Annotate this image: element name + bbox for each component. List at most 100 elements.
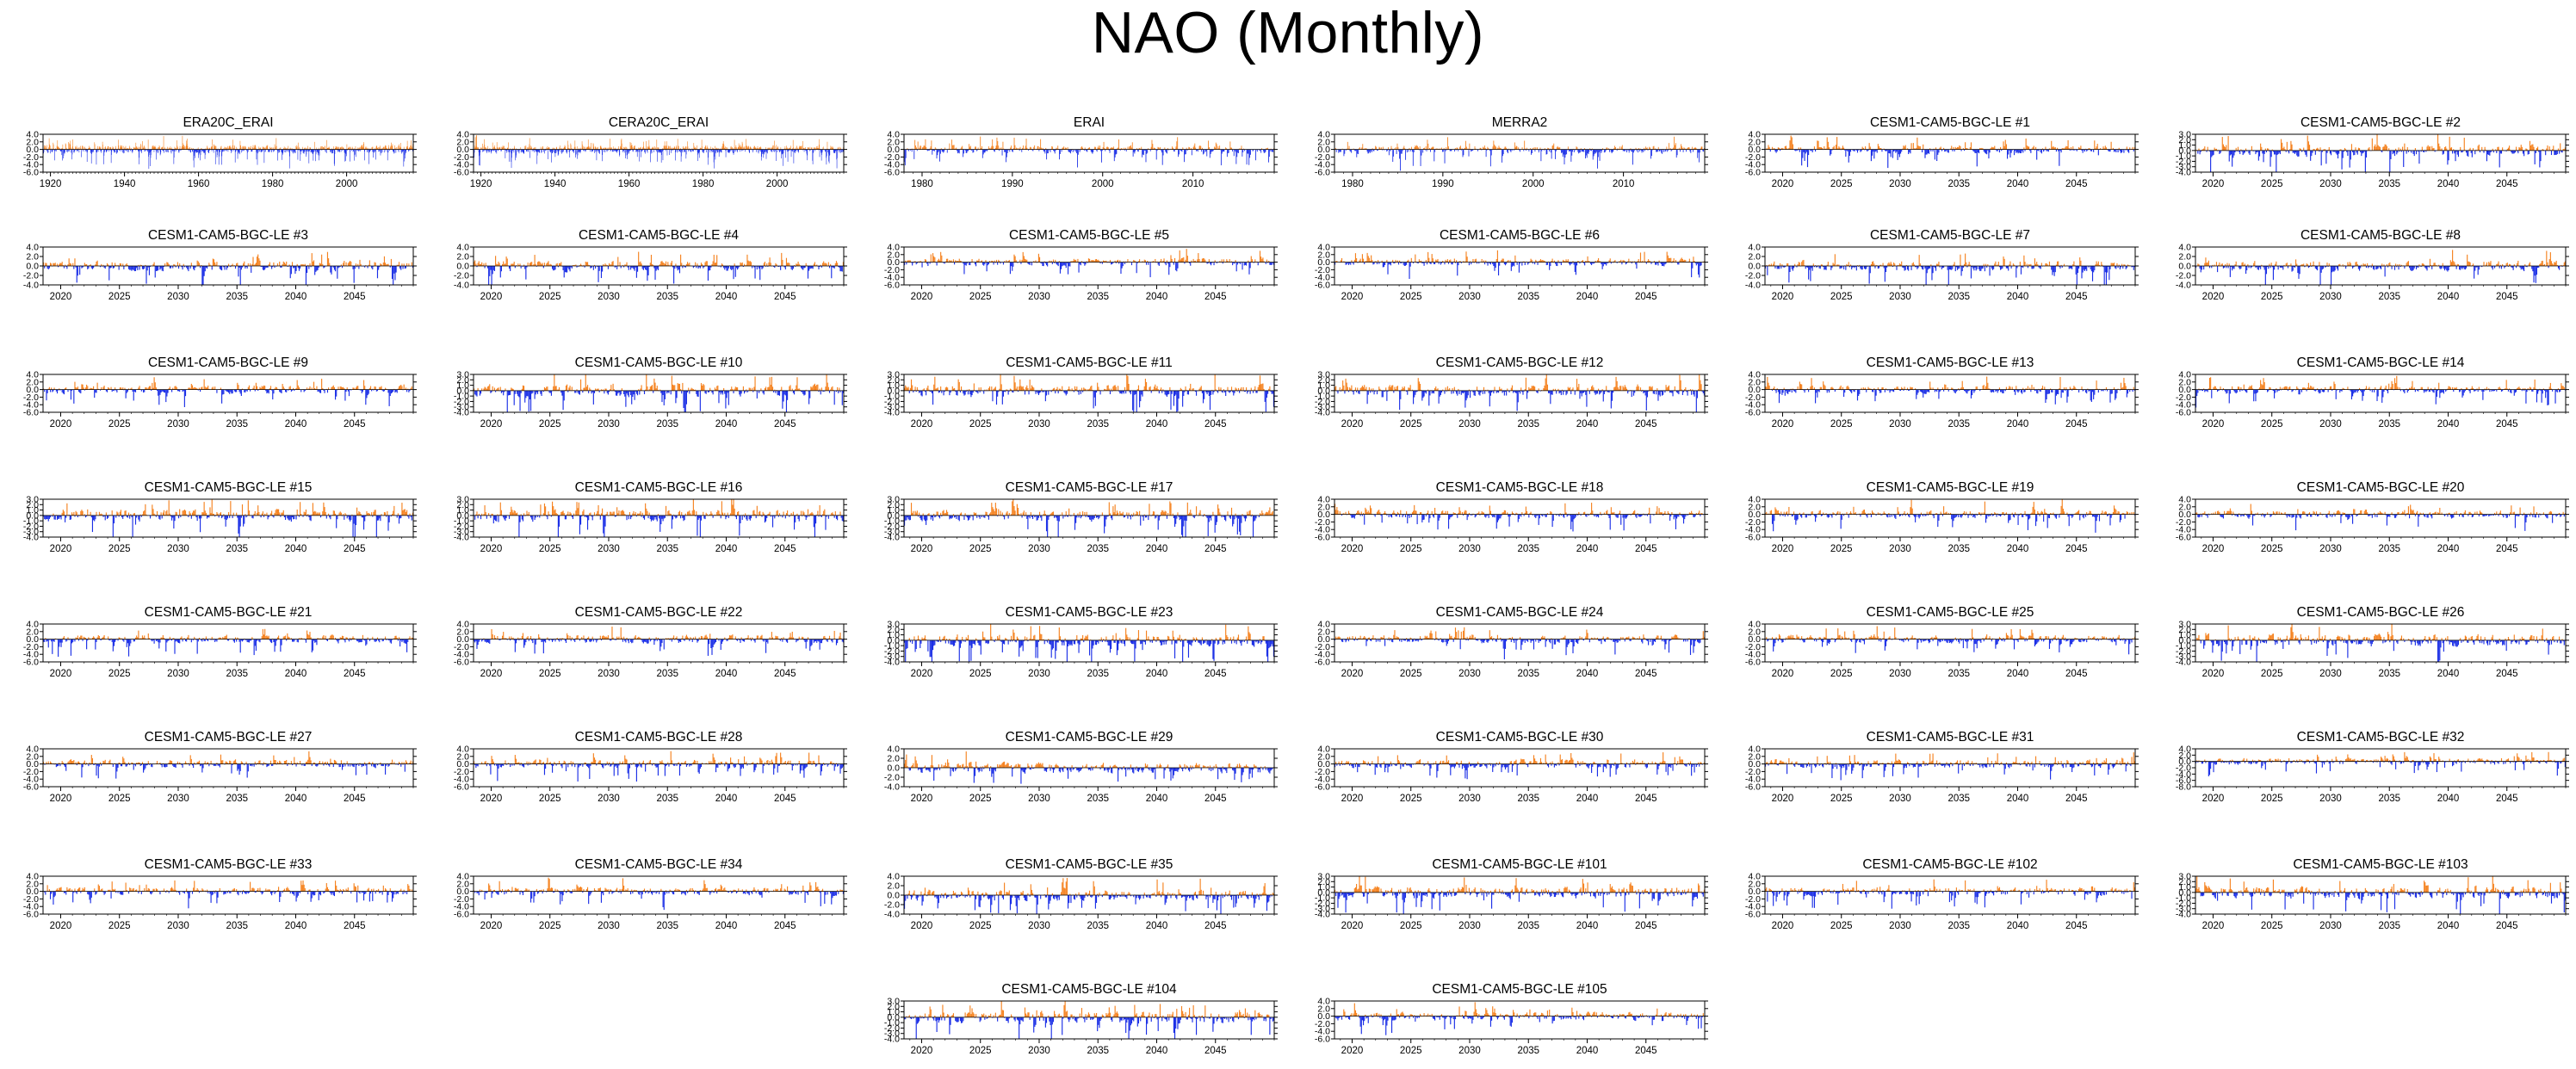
nao-bar bbox=[764, 149, 765, 154]
nao-bar bbox=[376, 145, 377, 150]
nao-bar bbox=[326, 251, 329, 266]
nao-bar bbox=[2034, 146, 2037, 150]
nao-bar bbox=[521, 149, 523, 151]
nao-bar bbox=[393, 149, 394, 152]
nao-bar bbox=[2225, 147, 2226, 151]
nao-bar bbox=[86, 149, 88, 163]
nao-bar bbox=[621, 139, 622, 150]
nao-bar bbox=[361, 149, 362, 151]
nao-bar bbox=[579, 147, 581, 150]
nao-bar bbox=[170, 146, 171, 150]
nao-bar bbox=[90, 149, 91, 154]
nao-bar bbox=[80, 145, 81, 150]
nao-bar bbox=[591, 149, 593, 151]
nao-bar bbox=[148, 149, 150, 170]
nao-bar bbox=[144, 266, 146, 269]
nao-bar bbox=[2553, 145, 2554, 151]
nao-bar bbox=[226, 266, 227, 270]
nao-bar bbox=[614, 149, 616, 151]
nao-bar bbox=[397, 146, 399, 150]
nao-bar bbox=[389, 149, 391, 151]
nao-bar bbox=[325, 149, 326, 151]
nao-bar bbox=[567, 140, 568, 150]
nao-bar bbox=[308, 149, 309, 152]
nao-bar bbox=[183, 146, 184, 150]
nao-bar bbox=[2219, 150, 2220, 154]
nao-bar bbox=[1649, 146, 1650, 150]
nao-bar bbox=[1682, 149, 1684, 152]
nao-bar bbox=[577, 149, 579, 156]
nao-bar bbox=[2274, 150, 2276, 155]
nao-bar bbox=[285, 148, 286, 150]
nao-bar bbox=[201, 149, 203, 151]
nao-bar bbox=[2362, 150, 2364, 153]
nao-bar bbox=[1502, 149, 1504, 155]
nao-bar bbox=[637, 149, 638, 151]
y-tick-label: 0.0 bbox=[26, 145, 39, 155]
nao-bar bbox=[387, 149, 388, 152]
nao-bar bbox=[498, 147, 499, 150]
nao-bar bbox=[1790, 135, 1792, 150]
nao-bar bbox=[622, 149, 623, 152]
nao-bar bbox=[96, 149, 97, 153]
nao-bar bbox=[1260, 149, 1262, 153]
x-tick-label: 1980 bbox=[1341, 179, 1364, 189]
nao-bar bbox=[408, 148, 410, 150]
nao-bar bbox=[137, 266, 139, 270]
nao-bar bbox=[287, 147, 288, 150]
nao-bar bbox=[410, 145, 412, 150]
nao-bar bbox=[133, 266, 135, 272]
nao-bar bbox=[695, 146, 696, 150]
nao-bar bbox=[503, 145, 505, 150]
nao-bar bbox=[575, 149, 576, 158]
nao-bar bbox=[1585, 149, 1586, 159]
nao-bar bbox=[191, 147, 192, 150]
nao-bar bbox=[2474, 150, 2476, 155]
nao-bar bbox=[511, 149, 513, 154]
nao-bar bbox=[567, 149, 568, 152]
nao-bar bbox=[505, 149, 506, 151]
nao-bar bbox=[693, 149, 694, 151]
nao-bar bbox=[289, 147, 291, 150]
nao-bar bbox=[202, 149, 204, 153]
nao-bar bbox=[595, 149, 596, 152]
nao-bar bbox=[495, 149, 496, 152]
nao-bar bbox=[130, 266, 132, 270]
nao-bar bbox=[119, 149, 121, 151]
nao-bar bbox=[1643, 149, 1644, 152]
nao-bar bbox=[227, 149, 229, 152]
nao-bar bbox=[46, 266, 48, 269]
nao-bar bbox=[76, 147, 77, 150]
nao-bar bbox=[2230, 150, 2232, 155]
nao-bar bbox=[1775, 149, 1777, 153]
nao-bar bbox=[702, 146, 703, 150]
nao-bar bbox=[690, 149, 692, 152]
nao-bar bbox=[1579, 149, 1581, 153]
nao-bar bbox=[2449, 147, 2451, 151]
nao-bar bbox=[44, 145, 46, 150]
nao-bar bbox=[710, 146, 711, 150]
nao-bar bbox=[259, 149, 260, 152]
nao-bar bbox=[648, 139, 650, 150]
nao-bar bbox=[2443, 150, 2444, 154]
nao-bar bbox=[167, 263, 169, 266]
nao-bar bbox=[101, 149, 102, 153]
nao-bar bbox=[579, 149, 580, 153]
nao-bar bbox=[182, 147, 183, 150]
nao-bar bbox=[207, 149, 208, 152]
nao-bar bbox=[574, 140, 576, 150]
nao-bar bbox=[1813, 146, 1816, 150]
nao-bar bbox=[60, 263, 62, 266]
nao-bar bbox=[569, 149, 571, 158]
nao-bar bbox=[476, 146, 478, 150]
nao-bar bbox=[592, 143, 594, 150]
nao-bar bbox=[230, 146, 232, 150]
nao-bar bbox=[277, 149, 278, 161]
nao-bar bbox=[2439, 146, 2441, 151]
nao-bar bbox=[135, 146, 137, 150]
nao-bar bbox=[1264, 149, 1266, 153]
nao-bar bbox=[2347, 150, 2349, 157]
nao-bar bbox=[1808, 149, 1810, 156]
nao-bar bbox=[54, 149, 55, 161]
